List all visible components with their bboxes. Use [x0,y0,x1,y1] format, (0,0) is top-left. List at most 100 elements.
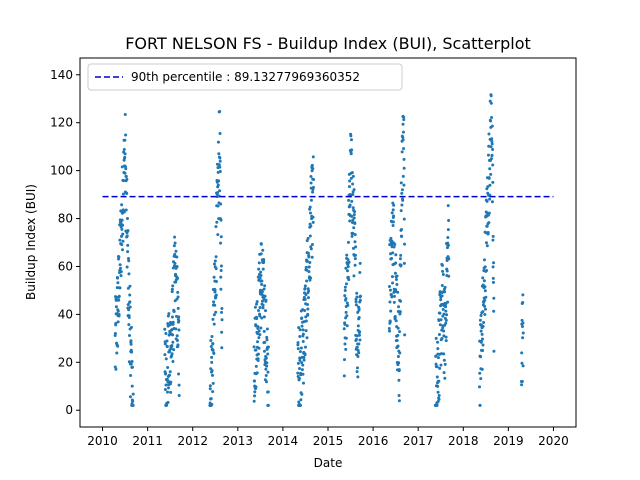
data-point [173,261,177,265]
data-point [126,250,130,254]
data-point [447,274,451,278]
data-point [261,306,265,310]
data-point [264,374,268,378]
data-point [170,290,174,294]
data-point [253,394,257,398]
data-point [113,331,117,335]
data-point [258,276,262,280]
data-point [485,244,489,248]
data-point [446,228,450,232]
data-point [296,347,300,351]
data-point [390,295,394,299]
data-point [345,324,349,328]
data-point [483,304,487,308]
data-point [343,285,347,289]
data-point [444,339,448,343]
data-point [304,265,308,269]
data-point [210,373,214,377]
data-point [220,307,224,311]
data-point [129,339,133,343]
data-point [351,206,355,210]
data-point [358,294,362,298]
data-point [354,337,358,341]
data-point [121,248,125,252]
data-point [172,310,176,314]
data-point [220,346,224,350]
data-point [128,293,132,297]
data-point [440,284,444,288]
data-point [351,192,355,196]
data-point [442,371,446,375]
data-point [263,284,267,288]
data-point [397,394,401,398]
data-point [491,163,495,167]
data-point [308,205,312,209]
data-point [266,403,270,407]
data-point [165,345,169,349]
data-point [354,297,358,301]
data-point [259,274,263,278]
data-point [116,344,120,348]
data-point [388,320,392,324]
data-point [483,265,487,269]
y-tick-label: 120 [50,116,73,130]
data-point [403,333,407,337]
data-point [255,317,259,321]
data-point [212,300,216,304]
data-point [520,379,524,383]
data-point [343,322,347,326]
x-tick-label: 2018 [448,434,479,448]
data-point [397,378,401,382]
data-point [120,203,124,207]
data-point [219,264,223,268]
legend-box [87,63,403,91]
data-point [219,235,223,239]
data-point [262,349,266,353]
data-point [392,300,396,304]
data-point [349,134,353,138]
data-point [492,309,496,313]
data-point [119,270,123,274]
x-tick-label: 2011 [132,434,163,448]
data-point [262,259,266,263]
data-point [263,294,267,298]
data-point [440,337,444,341]
data-point [350,148,354,152]
data-point [220,318,224,322]
data-point [253,390,257,394]
data-point [116,320,120,324]
data-point [309,224,313,228]
data-point [121,239,125,243]
data-point [352,226,356,230]
data-point [394,261,398,265]
data-point [262,287,266,291]
data-point [491,238,495,242]
data-point [356,355,360,359]
data-point [254,348,258,352]
data-point [347,260,351,264]
data-point [346,265,350,269]
data-point [130,360,134,364]
data-point [166,366,170,370]
data-point [389,236,393,240]
data-point [489,101,493,105]
data-point [208,387,212,391]
data-point [165,339,169,343]
data-point [217,152,221,156]
data-point [128,284,132,288]
data-point [299,403,303,407]
data-point [486,153,490,157]
data-point [211,317,215,321]
data-point [343,288,347,292]
data-point [252,345,256,349]
y-tick-label: 20 [58,355,73,369]
data-point [309,181,313,185]
x-tick-label: 2010 [87,434,118,448]
data-point [443,376,447,380]
data-point [303,353,307,357]
data-point [446,236,450,240]
data-point [117,312,121,316]
data-point [297,326,301,330]
data-point [350,171,354,175]
data-point [434,336,438,340]
